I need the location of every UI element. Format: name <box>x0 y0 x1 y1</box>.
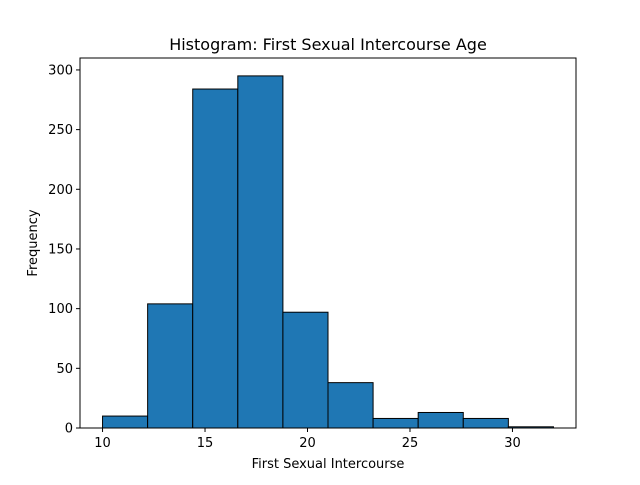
bars-group <box>102 75 554 429</box>
x-tick-label: 15 <box>197 436 214 451</box>
histogram-bar-3 <box>192 88 239 429</box>
y-tick-label: 50 <box>56 362 73 377</box>
y-tick-label: 250 <box>48 123 73 138</box>
plot-frame <box>79 57 577 429</box>
x-tick-label: 30 <box>504 436 521 451</box>
y-tick-label: 300 <box>48 63 73 78</box>
x-axis-ticks: 10 15 20 25 30 <box>94 428 521 451</box>
x-tick-label: 20 <box>299 436 316 451</box>
histogram-bar-1 <box>102 415 149 429</box>
histogram-bar-6 <box>327 382 374 429</box>
y-axis-ticks: 0 50 100 150 200 250 300 <box>48 63 80 437</box>
histogram-bar-5 <box>282 311 329 429</box>
histogram-bar-8 <box>417 411 464 429</box>
x-axis-label: First Sexual Intercourse <box>252 457 405 472</box>
chart-title: Histogram: First Sexual Intercourse Age <box>169 35 487 54</box>
histogram-bar-2 <box>147 303 194 429</box>
x-tick-label: 25 <box>402 436 419 451</box>
y-tick-label: 200 <box>48 183 73 198</box>
histogram-bar-4 <box>237 75 284 429</box>
y-tick-label: 150 <box>48 242 73 257</box>
x-tick-label: 10 <box>94 436 111 451</box>
histogram-bar-7 <box>372 417 419 429</box>
y-tick-label: 100 <box>48 302 73 317</box>
histogram-bar-9 <box>462 417 509 429</box>
y-axis-label: Frequency <box>26 209 41 276</box>
y-tick-label: 0 <box>65 422 73 437</box>
